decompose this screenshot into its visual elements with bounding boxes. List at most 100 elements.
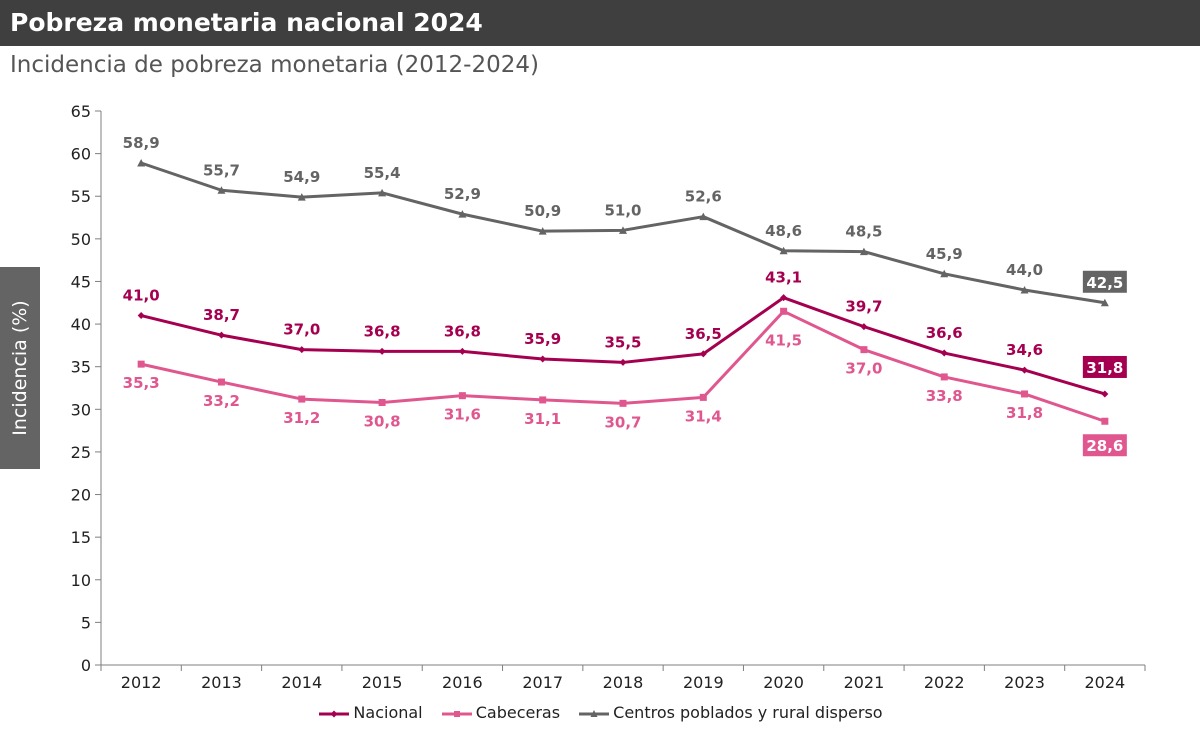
y-axis-label-box: Incidencia (%) [0,267,40,469]
chart-title: Pobreza monetaria nacional 2024 [10,8,483,37]
legend-swatch-centros [579,709,610,717]
y-tick-label: 15 [71,528,91,547]
legend-item-centros: Centros poblados y rural disperso [577,703,883,722]
data-point-centros [699,212,708,221]
y-tick-label: 30 [71,400,91,419]
data-label-centros: 55,4 [364,164,401,182]
data-point-nacional [1101,390,1109,398]
data-label-cabeceras: 31,6 [444,406,481,424]
x-tick-label: 2022 [924,673,965,692]
data-point-nacional [619,358,627,366]
x-tick-label: 2019 [683,673,724,692]
data-label-nacional: 34,6 [1006,341,1043,359]
data-point-nacional [860,323,868,331]
x-tick-label: 2016 [442,673,483,692]
data-label-nacional: 41,0 [123,287,160,305]
y-tick-label: 45 [71,272,91,291]
data-point-cabeceras [137,360,145,368]
y-tick-label: 60 [71,145,91,164]
legend-item-nacional: Nacional [317,703,423,722]
data-label-nacional: 43,1 [765,269,802,287]
data-label-nacional: 36,8 [364,322,401,340]
data-label-centros: 44,0 [1006,261,1043,279]
data-label-centros: 54,9 [283,168,320,186]
x-tick-label: 2021 [844,673,885,692]
data-point-cabeceras [619,399,627,407]
data-point-nacional [217,331,225,339]
data-point-centros [619,226,627,234]
data-point-centros [779,246,788,255]
last-value-box-cabeceras [1082,434,1127,457]
title-bar: Pobreza monetaria nacional 2024 [0,0,1200,46]
data-label-nacional: 38,7 [203,306,240,324]
y-tick-label: 25 [71,443,91,462]
last-value-box-centros [1082,270,1127,293]
data-label-centros: 42,5 [1086,274,1123,292]
data-point-cabeceras [539,396,547,404]
data-label-centros: 58,9 [123,134,160,152]
data-point-centros [137,158,146,167]
y-tick-label: 55 [71,187,91,206]
data-point-cabeceras [1101,417,1109,425]
series-nacional: 41,0 38,7 37,0 36,8 36,8 35,9 35,5 36,5 43,1 39,7… [123,269,1127,398]
data-label-nacional: 36,8 [444,322,481,340]
data-label-nacional: 39,7 [845,298,882,316]
data-point-cabeceras [940,373,948,381]
x-tick-label: 2014 [281,673,322,692]
data-point-cabeceras [1021,390,1029,398]
line-chart: 0 5 10 15 20 25 30 35 40 45 50 55 60 65 2012 2013 2014 20… [71,102,1146,692]
data-point-cabeceras [780,307,788,315]
series-centros: 58,9 55,7 54,9 55,4 52,9 50,9 51,0 52,6 48,6 48,5… [123,134,1127,307]
data-label-cabeceras: 28,6 [1086,437,1123,455]
y-tick-label: 50 [71,230,91,249]
x-tick-label: 2023 [1004,673,1045,692]
legend-label-nacional: Nacional [353,703,423,722]
data-label-cabeceras: 37,0 [845,360,882,378]
data-point-nacional [137,312,145,320]
data-point-nacional [378,347,386,355]
data-label-nacional: 35,9 [524,330,561,348]
x-tick-label: 2012 [121,673,162,692]
y-tick-label: 35 [71,358,91,377]
data-label-nacional: 36,6 [926,324,963,342]
x-tick-label: 2013 [201,673,242,692]
data-point-centros [940,269,949,278]
last-value-box-nacional [1082,355,1127,378]
y-tick-label: 5 [81,613,91,632]
data-point-nacional [699,350,707,358]
data-label-nacional: 31,8 [1086,359,1123,377]
data-label-nacional: 37,0 [283,321,320,339]
legend: Nacional Cabeceras Centros poblados y ru… [0,703,1200,722]
data-label-centros: 51,0 [604,201,641,219]
data-label-cabeceras: 31,1 [524,410,561,428]
data-point-centros [378,188,387,197]
x-tick-label: 2017 [522,673,563,692]
data-label-centros: 50,9 [524,202,561,220]
data-point-nacional [940,349,948,357]
data-label-cabeceras: 31,4 [685,407,722,425]
x-tick-label: 2024 [1084,673,1125,692]
y-tick-label: 65 [71,102,91,121]
y-tick-label: 40 [71,315,91,334]
data-label-centros: 48,6 [765,222,802,240]
legend-label-cabeceras: Cabeceras [475,703,561,722]
data-label-cabeceras: 35,3 [123,374,160,392]
series-cabeceras: 35,3 33,2 31,2 30,8 31,6 31,1 30,7 31,4 41,5 37,0… [123,307,1127,457]
data-label-centros: 55,7 [203,161,240,179]
data-label-cabeceras: 30,7 [604,413,641,431]
x-tick-label: 2018 [603,673,644,692]
data-point-cabeceras [458,392,466,400]
data-point-centros [1020,285,1029,294]
data-label-cabeceras: 30,8 [364,412,401,430]
data-point-centros [458,210,467,218]
data-label-nacional: 35,5 [604,333,641,351]
data-point-centros [217,186,226,194]
data-point-centros [297,193,306,201]
legend-label-centros: Centros poblados y rural disperso [613,703,883,722]
y-tick-label: 0 [81,656,91,675]
data-point-cabeceras [860,346,868,354]
data-point-nacional [458,347,466,355]
x-tick-label: 2020 [763,673,804,692]
data-point-cabeceras [378,398,386,406]
data-label-centros: 48,5 [845,223,882,241]
